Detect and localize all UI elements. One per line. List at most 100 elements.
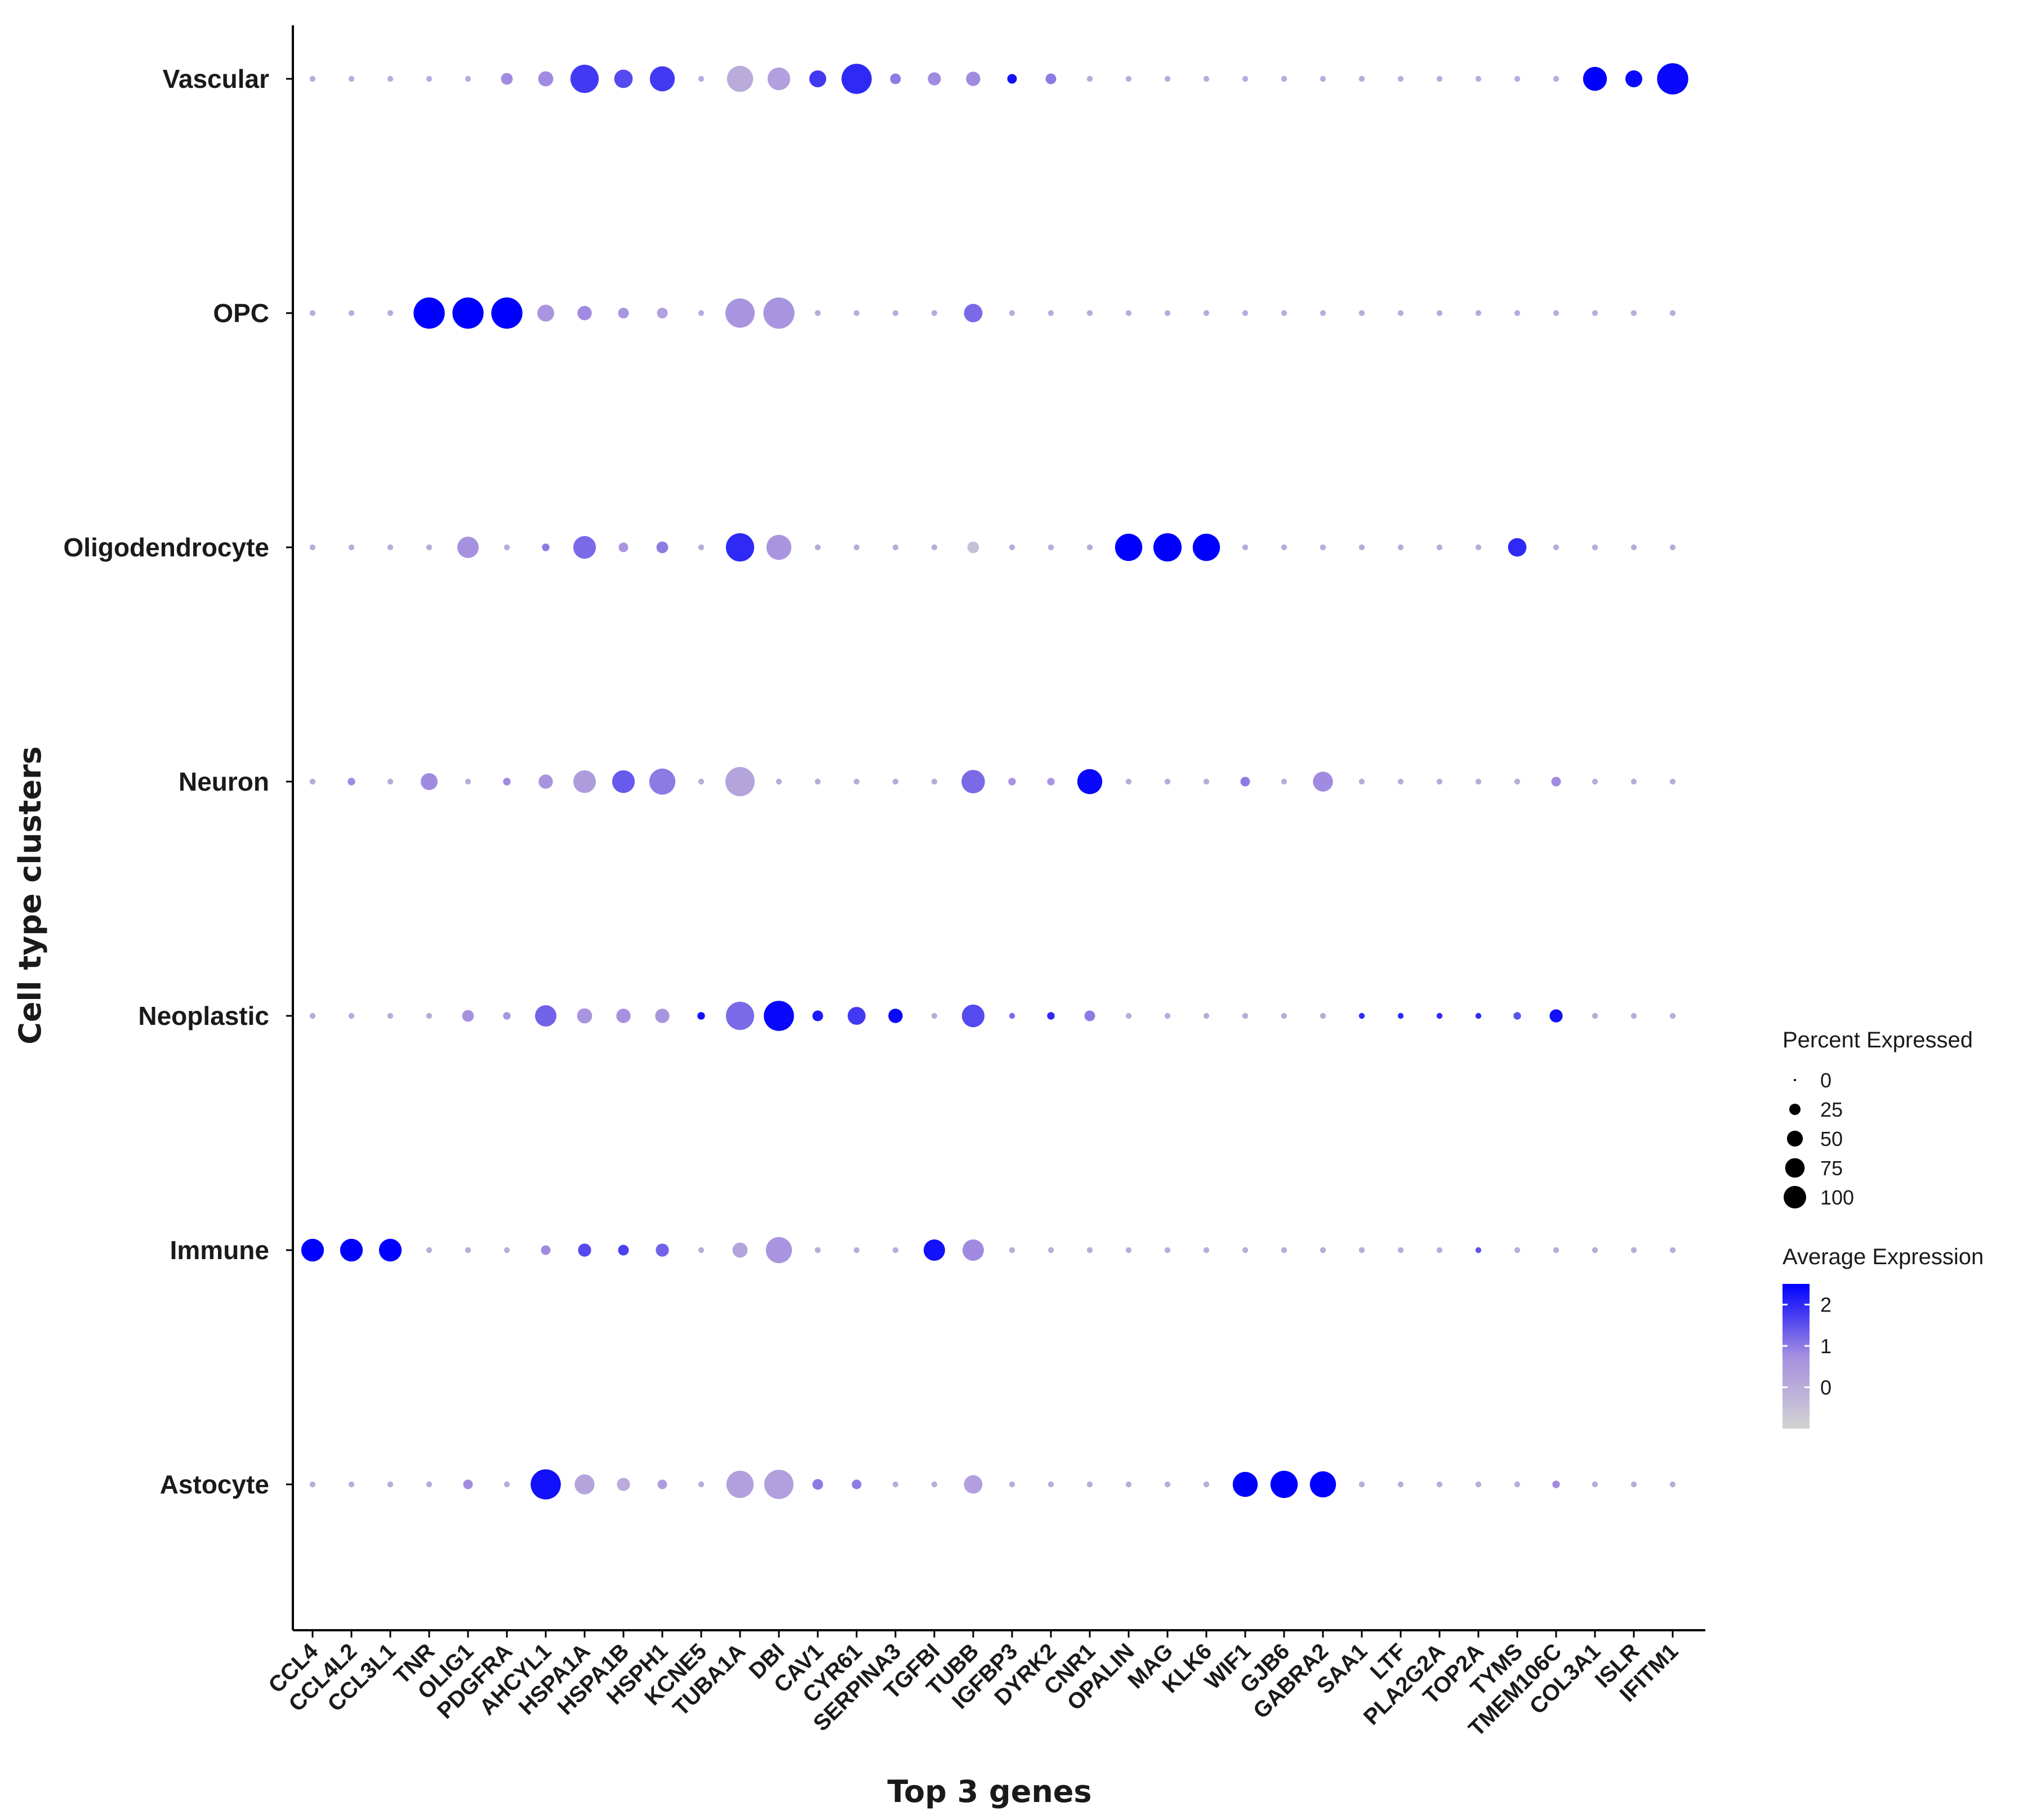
dot [387, 1012, 394, 1019]
dot [570, 64, 599, 93]
dot [378, 1238, 402, 1262]
dot [931, 1012, 938, 1019]
dot [961, 770, 985, 793]
dot [1514, 75, 1521, 82]
dot [1630, 1481, 1637, 1488]
dot [1583, 66, 1607, 91]
dot [452, 297, 484, 329]
dot [1630, 310, 1637, 316]
dot [1007, 74, 1017, 84]
y-tick-labels: Vascular OPC Oligodendrocyte Neuron Neoplast… [64, 64, 293, 1499]
dot [767, 67, 791, 91]
dot [1397, 778, 1404, 785]
dot [618, 307, 629, 319]
dot [1009, 1247, 1015, 1254]
dot [931, 778, 938, 785]
dot [1436, 1481, 1443, 1488]
dot [1592, 310, 1598, 316]
dot [1281, 1012, 1287, 1019]
dot [535, 1005, 556, 1027]
legend-percent-expressed: Percent Expressed 0 25 50 75 100 [1783, 1028, 1973, 1209]
dot [301, 1238, 324, 1262]
dot [1592, 778, 1598, 785]
dot [1008, 778, 1016, 786]
dot [732, 1242, 748, 1258]
dot [765, 1237, 792, 1264]
dot [892, 1481, 899, 1488]
dot [1164, 310, 1171, 316]
dot [814, 310, 821, 316]
dot [1630, 544, 1637, 551]
dot [1514, 778, 1521, 785]
dot [1313, 771, 1333, 792]
dot [1592, 1247, 1598, 1254]
dot [465, 75, 471, 82]
dot [853, 778, 860, 785]
dot [1436, 1247, 1443, 1254]
dot [1630, 1012, 1637, 1019]
dot [1475, 544, 1482, 551]
dot [966, 72, 981, 86]
dot [725, 1001, 755, 1031]
dot [457, 537, 479, 558]
dot [1164, 75, 1171, 82]
dot [1358, 75, 1365, 82]
dot [542, 543, 550, 551]
dot [573, 770, 596, 793]
dot [503, 1012, 511, 1020]
dot [1047, 1012, 1055, 1020]
dot [964, 1475, 983, 1494]
dot [961, 1004, 985, 1028]
dot [348, 1012, 355, 1019]
dot [1508, 538, 1527, 557]
dot [1164, 1247, 1171, 1254]
dot [573, 536, 596, 559]
colorbar-label: 1 [1820, 1335, 1832, 1358]
dot [1125, 1481, 1132, 1488]
dot [426, 1481, 433, 1488]
dot [809, 70, 826, 87]
dot [1086, 310, 1093, 316]
dot [1358, 544, 1365, 551]
dot [1475, 778, 1482, 785]
dot [1397, 1012, 1404, 1019]
dot [812, 1010, 823, 1021]
dot [387, 778, 394, 785]
dot [1048, 310, 1054, 316]
dot [501, 73, 513, 85]
dot [928, 72, 941, 86]
dot [1153, 533, 1182, 562]
dot [1320, 1012, 1326, 1019]
dot [465, 778, 471, 785]
dot [649, 768, 676, 795]
dot [892, 1247, 899, 1254]
dot [1553, 310, 1559, 316]
dot [503, 778, 511, 786]
dot [763, 297, 795, 329]
dot [1549, 1009, 1563, 1023]
dot [1358, 1247, 1365, 1254]
dot [1592, 544, 1598, 551]
dot [892, 544, 899, 551]
dot [1630, 778, 1637, 785]
dot [413, 297, 445, 329]
dot [890, 73, 901, 84]
dot [1125, 310, 1132, 316]
dot [1669, 1481, 1676, 1488]
dot [924, 1239, 945, 1261]
dot [1514, 310, 1521, 316]
legend-size-label: 25 [1820, 1098, 1843, 1121]
dot [1475, 1247, 1482, 1254]
dot [1125, 1247, 1132, 1254]
dot [1514, 1247, 1521, 1254]
dot [309, 310, 316, 316]
dot [1397, 1481, 1404, 1488]
dot [577, 1008, 592, 1024]
dot [1669, 1247, 1676, 1254]
dot [537, 305, 554, 322]
dot [1164, 1012, 1171, 1019]
legend-size-dot [1785, 1158, 1805, 1178]
dot [1045, 73, 1057, 84]
dot [617, 1478, 630, 1491]
dot [1242, 1247, 1249, 1254]
